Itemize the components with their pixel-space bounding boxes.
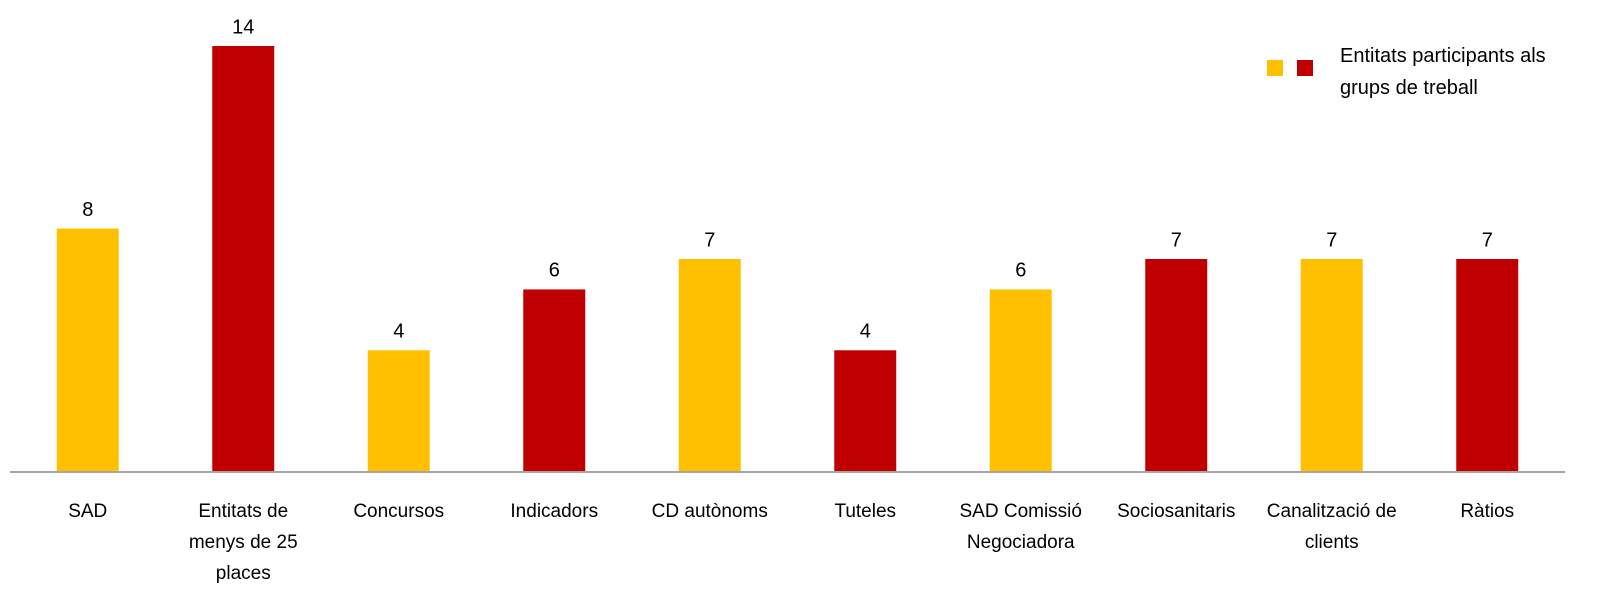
data-label: 14 [232, 16, 254, 38]
x-tick-label: Concursos [353, 501, 445, 522]
data-label: 6 [549, 260, 560, 282]
legend-swatch [1297, 60, 1313, 76]
bar [678, 259, 741, 472]
x-tick-label: Ràtios [1460, 501, 1515, 522]
bar [56, 228, 119, 472]
data-label: 7 [1171, 229, 1182, 251]
x-tick-label: Entitats de menys de 25 places [188, 501, 298, 584]
data-label: 4 [393, 321, 404, 343]
x-tick-label: Canalització de clients [1266, 501, 1397, 553]
data-label: 4 [860, 321, 871, 343]
bar [834, 350, 897, 472]
x-tick-label: CD autònoms [651, 501, 768, 522]
x-tick-label: Indicadors [510, 501, 599, 522]
bar [523, 289, 586, 472]
data-label: 7 [1482, 229, 1493, 251]
x-tick-label: Sociosanitaris [1117, 501, 1236, 522]
x-tick-label: SAD [68, 501, 108, 522]
bar [367, 350, 430, 472]
bar [1145, 259, 1208, 472]
legend-swatch [1267, 60, 1283, 76]
x-tick-label: SAD Comissió Negociadora [959, 501, 1082, 553]
data-label: 6 [1015, 260, 1026, 282]
bar [989, 289, 1052, 472]
legend-label: Entitats participants als grups de treba… [1340, 45, 1546, 99]
data-label: 7 [704, 229, 715, 251]
bar [1456, 259, 1519, 472]
x-tick-label: Tuteles [834, 501, 897, 522]
bar [1300, 259, 1363, 472]
data-label: 8 [82, 199, 93, 221]
data-label: 7 [1326, 229, 1337, 251]
bar [212, 46, 275, 472]
